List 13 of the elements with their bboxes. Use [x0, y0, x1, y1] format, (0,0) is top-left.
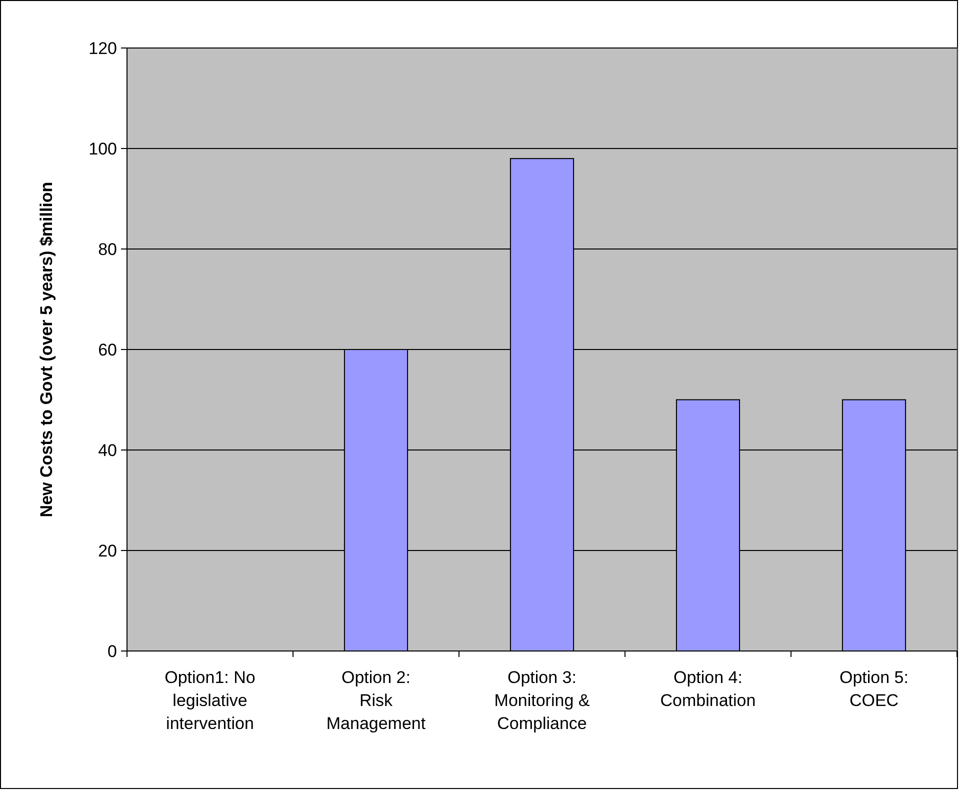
- y-tick-label: 60: [98, 340, 117, 360]
- y-tick-label: 120: [88, 38, 117, 58]
- y-tick-label: 100: [88, 139, 117, 158]
- x-tick-label: Option 2: Risk Management: [326, 668, 426, 733]
- x-tick-label: Option 3: Monitoring & Compliance: [494, 668, 590, 733]
- y-tick-label: 20: [98, 541, 117, 560]
- y-tick-label: 40: [98, 440, 117, 460]
- y-axis-title: New Costs to Govt (over 5 years) $million: [37, 182, 56, 518]
- y-tick-label: 80: [98, 240, 117, 259]
- y-tick-label: 0: [108, 642, 117, 661]
- x-tick-label: Option1: No legislative intervention: [164, 668, 256, 733]
- x-tick-label: Option 4: Combination: [660, 668, 756, 710]
- x-tick-label: Option 5: COEC: [840, 668, 908, 710]
